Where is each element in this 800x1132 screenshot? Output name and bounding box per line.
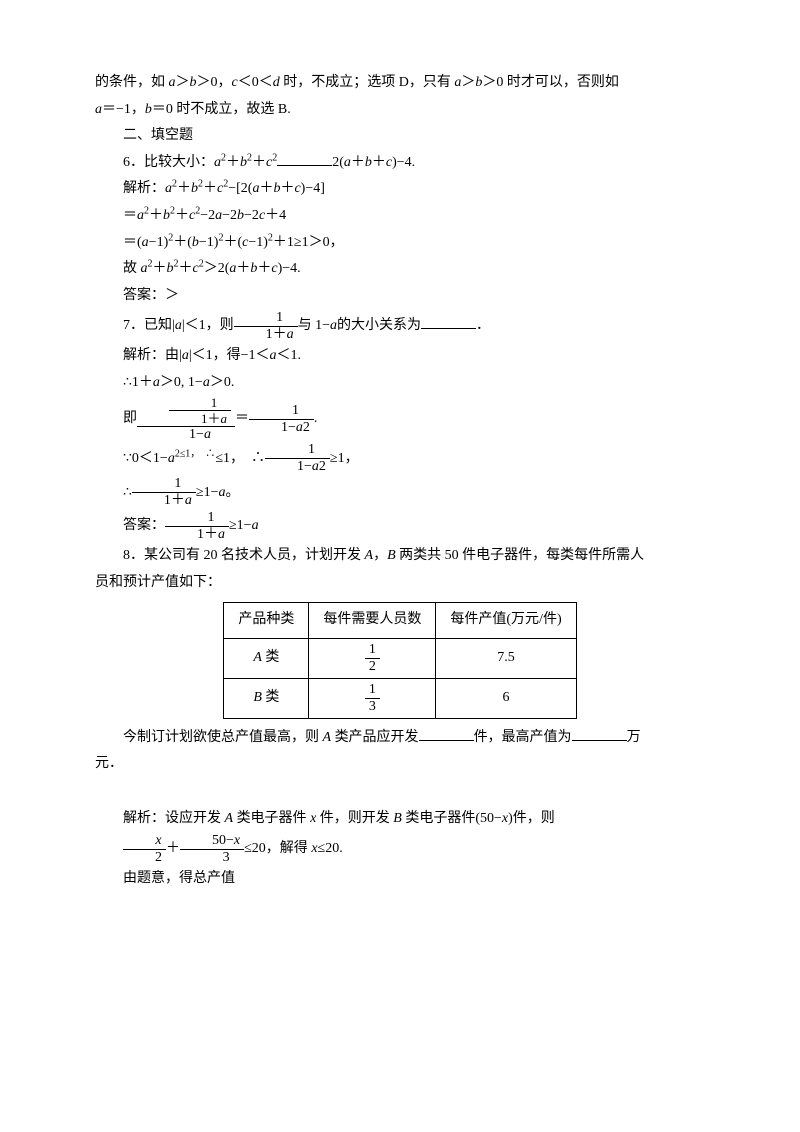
q6-blank (277, 151, 332, 166)
q8-blank-1 (419, 726, 474, 741)
th-2: 每件需要人员数 (309, 603, 436, 639)
cell-b1: B 类 (224, 678, 309, 718)
th-3: 每件产值(万元/件) (436, 603, 576, 639)
cell-a1: A 类 (224, 638, 309, 678)
q7-sol-5: ∴11＋a≥1−a。 (95, 476, 705, 510)
q6-stem: 6．比较大小：a2＋b2＋c22(a＋b＋c)−4. (95, 150, 705, 177)
table-header-row: 产品种类 每件需要人员数 每件产值(万元/件) (224, 603, 576, 639)
q7-stem: 7．已知|a|＜1，则11＋a与 1−a的大小关系为． (95, 309, 705, 343)
section-2-title: 二、填空题 (95, 123, 705, 150)
q8-stem-1: 8．某公司有 20 名技术人员，计划开发 A，B 两类共 50 件电子器件，每类… (95, 543, 705, 570)
q8-frac-1: x2 (123, 834, 166, 865)
q8-sol-3: 由题意，得总产值 (95, 866, 705, 893)
q6-answer: 答案：＞ (95, 283, 705, 310)
q8-frac-2: 50−x3 (180, 834, 244, 865)
table-row: A 类 12 7.5 (224, 638, 576, 678)
q8-stem-4: 元． (95, 751, 705, 778)
q7-blank (421, 314, 476, 329)
q8-table: 产品种类 每件需要人员数 每件产值(万元/件) A 类 12 7.5 B 类 1… (223, 602, 576, 719)
cell-b3: 6 (436, 678, 576, 718)
q7-frac-ans: 11＋a (165, 511, 229, 542)
cell-a2: 12 (309, 638, 436, 678)
q6-sol-1: 解析：a2＋b2＋c2−[2(a＋b＋c)−4] (95, 176, 705, 203)
q8-sol-1: 解析：设应开发 A 类电子器件 x 件，则开发 B 类电子器件(50−x)件，则 (95, 806, 705, 833)
cell-b2: 13 (309, 678, 436, 718)
cell-a3: 7.5 (436, 638, 576, 678)
table-row: B 类 13 6 (224, 678, 576, 718)
q7-frac-3: 11−a2 (249, 404, 314, 435)
q7-answer: 答案：11＋a≥1−a (95, 509, 705, 543)
q7-sol-1: 解析：由|a|＜1，得−1＜a＜1. (95, 343, 705, 370)
prelude-line2: a＝−1，b＝0 时不成立，故选 B. (95, 97, 705, 124)
q6-sol-3: ＝(a−1)2＋(b−1)2＋(c−1)2＋1≥1＞0， (95, 230, 705, 257)
q8-stem-3: 今制订计划欲使总产值最高，则 A 类产品应开发件，最高产值为万 (95, 725, 705, 752)
q8-stem-2: 员和预计产值如下： (95, 570, 705, 597)
q7-sol-4: ∵0＜1−a2≤1， ∴≤1， ∴11−a2≥1， (95, 442, 705, 476)
q7-frac-4: 11−a2 (265, 443, 330, 474)
th-1: 产品种类 (224, 603, 309, 639)
prelude-line1: 的条件，如 a＞b＞0，c＜0＜d 时，不成立；选项 D，只有 a＞b＞0 时才… (95, 70, 705, 97)
q7-frac-outer: 11＋a1−a (137, 396, 235, 442)
q7-sol-3: 即11＋a1−a＝11−a2. (95, 396, 705, 442)
q7-frac-5: 11＋a (132, 477, 196, 508)
q7-frac-1: 11＋a (234, 311, 298, 342)
q7-sol-2: ∴1＋a＞0, 1−a＞0. (95, 370, 705, 397)
q8-blank-2 (572, 726, 627, 741)
spacer (95, 778, 705, 806)
q6-sol-2: ＝a2＋b2＋c2−2a−2b−2c＋4 (95, 203, 705, 230)
q8-sol-2: x2＋50−x3≤20，解得 x≤20. (95, 832, 705, 866)
q6-sol-4: 故 a2＋b2＋c2＞2(a＋b＋c)−4. (95, 256, 705, 283)
page-content: 的条件，如 a＞b＞0，c＜0＜d 时，不成立；选项 D，只有 a＞b＞0 时才… (0, 0, 800, 953)
